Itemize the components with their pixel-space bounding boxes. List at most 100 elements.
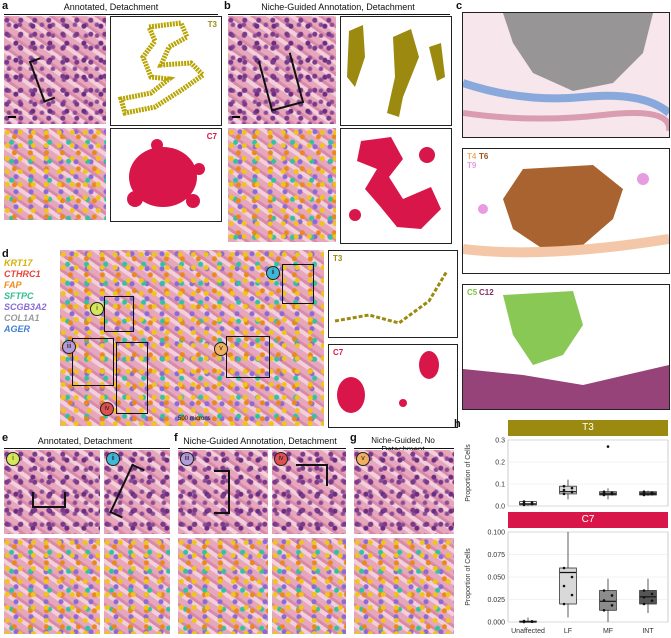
y-tick-label: 0.2 [495, 460, 505, 467]
data-point [562, 484, 566, 488]
panel-label-f: f [174, 432, 178, 444]
data-point [562, 492, 566, 496]
e-roi-ii: ii [106, 452, 120, 466]
panel-f-title: Niche-Guided Annotation, Detachment [183, 436, 337, 446]
box [599, 590, 617, 611]
y-tick-label: 0.0 [495, 504, 505, 511]
f-roi-iv: iv [274, 452, 288, 466]
data-point [650, 599, 654, 602]
chart-t3-header: T3 [508, 420, 668, 436]
data-point [562, 566, 566, 570]
roi-iv[interactable]: iv [100, 402, 114, 416]
chart-c7: 0.000 0.025 0.050 0.075 0.100 Proportion of C… [465, 530, 669, 635]
panel-f-iv-overlay [272, 538, 346, 634]
panel-b-t3-map [340, 16, 452, 126]
c7-tag: C7 [206, 132, 217, 141]
panel-d-t3-map: T3 [328, 250, 458, 338]
panel-b-he-image [228, 16, 336, 124]
data-point [642, 490, 646, 493]
panel-d-c7-map: C7 [328, 344, 458, 428]
x-tick-label: MF [603, 628, 613, 635]
data-point [610, 491, 614, 494]
data-point [530, 501, 534, 504]
panel-c-bottom-map: C5 C12 [462, 284, 670, 410]
panel-e-i-he: i [4, 450, 100, 534]
panel-b-title: Niche-Guided Annotation, Detachment [261, 2, 415, 12]
legend-fap: FAP [4, 280, 22, 290]
d-t3-tag: T3 [333, 254, 343, 263]
panel-g-v-he: v [354, 450, 454, 534]
c7-niche-shape [127, 139, 205, 208]
panel-a-title: Annotated, Detachment [63, 2, 159, 12]
panel-c-mid-map: T4 T6 T9 [462, 148, 670, 274]
legend-sftpc: SFTPC [4, 291, 34, 301]
panel-b-c7-map [340, 128, 452, 244]
data-point [562, 488, 566, 492]
y-tick-label: 0.3 [495, 438, 505, 445]
roi-iii[interactable]: iii [62, 340, 76, 354]
data-point [522, 619, 526, 623]
panel-e-title: Annotated, Detachment [37, 436, 133, 446]
t6-tag: T6 [479, 152, 489, 161]
panel-a-overlay-image [4, 128, 106, 220]
y-axis-label: Proportion of Cells [465, 444, 472, 502]
panel-label-b: b [224, 0, 231, 12]
panel-f-iv-he: iv [272, 450, 346, 534]
panel-f-iii-he: iii [178, 450, 268, 534]
t3-tag: T3 [207, 20, 217, 29]
box [559, 567, 577, 605]
legend-scgb3a2: SCGB3A2 [4, 302, 47, 312]
chart-c7-header: C7 [508, 512, 668, 528]
panel-label-h: h [454, 418, 461, 430]
y-tick-label: 0.000 [487, 620, 505, 627]
data-point [602, 599, 606, 602]
panel-f-iii-overlay [178, 538, 268, 634]
y-tick-label: 0.050 [487, 575, 505, 582]
panel-d-overlay-image: i iii iv v ii 500 microns [60, 250, 324, 426]
roi-v[interactable]: v [214, 342, 228, 356]
panel-label-e: e [2, 432, 9, 444]
panel-c-top-image [462, 12, 670, 138]
data-point [602, 609, 606, 612]
panel-a-t3-map: T3 [110, 16, 222, 126]
x-tick-label: Unaffected [511, 628, 545, 635]
y-axis-label: Proportion of Cells [465, 548, 472, 606]
d-c7-tag: C7 [333, 348, 344, 357]
legend-ager: AGER [4, 324, 31, 334]
panel-label-c: c [456, 0, 463, 12]
panel-a-he-image [4, 16, 106, 124]
legend-col1a1: COL1A1 [4, 313, 40, 323]
y-tick-label: 0.100 [487, 530, 505, 537]
data-point [650, 491, 654, 494]
y-tick-label: 0.025 [487, 597, 505, 604]
y-tick-label: 0.1 [495, 482, 505, 489]
t9-tag: T9 [467, 161, 477, 170]
data-point [570, 593, 574, 597]
panel-a-c7-map: C7 [110, 128, 222, 222]
y-tick-label: 0.075 [487, 552, 505, 559]
t3-niche-shape [117, 20, 207, 116]
data-point [570, 486, 574, 490]
chart-t3: 0.0 0.1 0.2 0.3 Proportion of Cells [465, 438, 669, 511]
data-point [610, 594, 614, 597]
roi-i[interactable]: i [90, 302, 104, 316]
panel-e-ii-overlay [104, 538, 170, 634]
data-point [642, 595, 646, 599]
panel-b-overlay-image [228, 128, 336, 242]
legend-krt17: KRT17 [4, 258, 33, 268]
panel-g-v-overlay [354, 538, 454, 634]
marker-legend: KRT17 CTHRC1 FAP SFTPC SCGB3A2 COL1A1 AG… [4, 258, 47, 335]
g-roi-v: v [356, 452, 370, 466]
data-point [570, 490, 574, 494]
data-point [522, 500, 526, 503]
x-tick-label: LF [564, 628, 572, 635]
data-point [642, 589, 646, 592]
legend-cthrc1: CTHRC1 [4, 269, 41, 279]
roi-ii[interactable]: ii [266, 266, 280, 280]
data-point [530, 620, 534, 623]
panel-label-a: a [2, 0, 9, 12]
c12-tag: C12 [479, 288, 494, 297]
data-point [642, 602, 646, 606]
t4-tag: T4 [467, 152, 477, 161]
panel-g-title: Niche-Guided, No Detachment [371, 436, 435, 454]
